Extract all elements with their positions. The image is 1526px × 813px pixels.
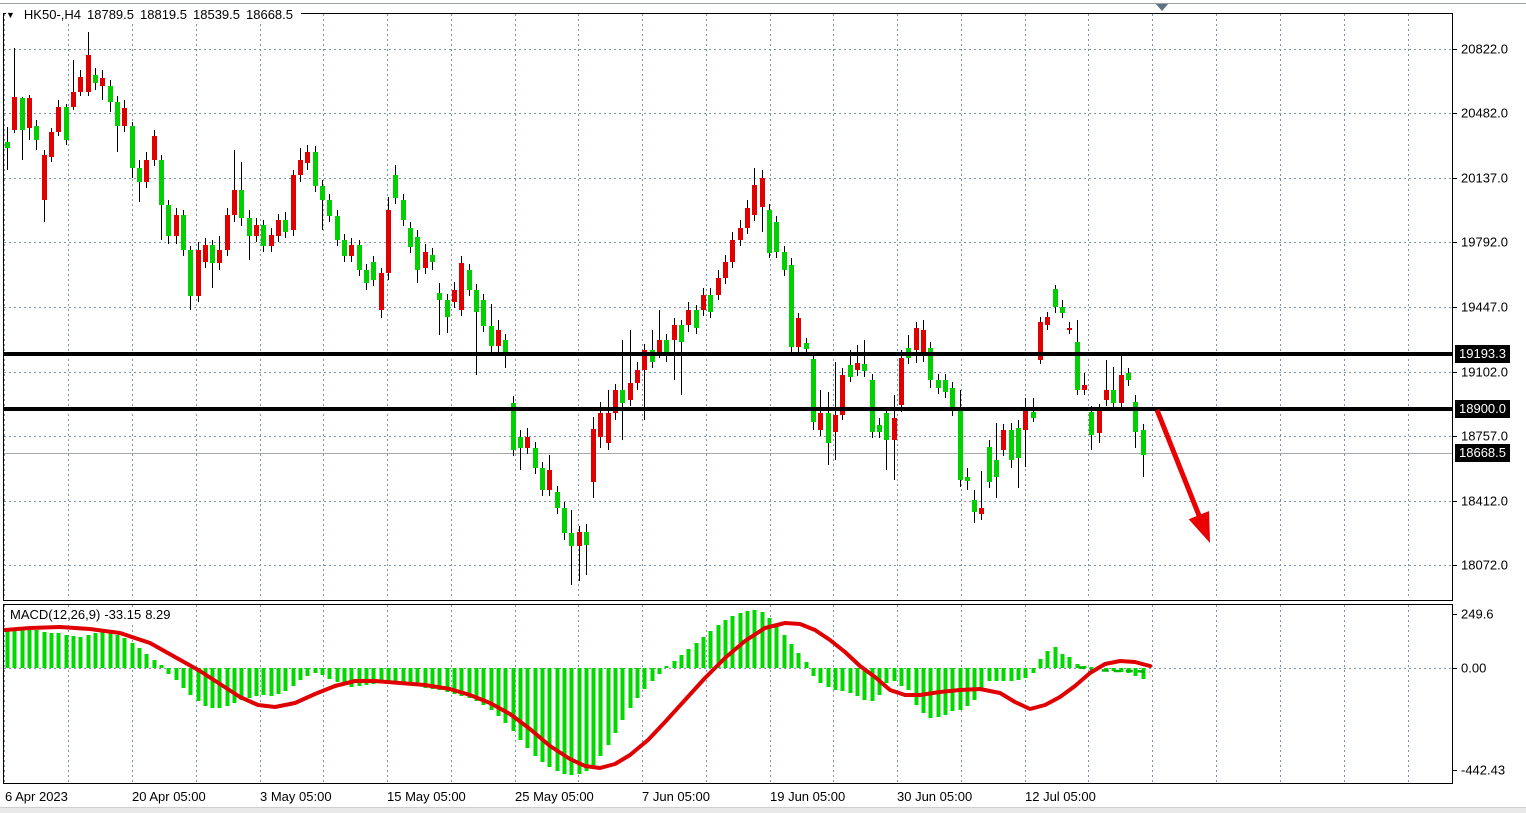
level-line [3,352,1452,356]
candles-layer [5,32,1146,585]
indicator-name: MACD(12,26,9) [10,607,101,622]
macd-tick-label: -442.43 [1461,762,1506,778]
time-tick-label: 20 Apr 05:00 [132,789,206,804]
trend-arrow-head [1188,511,1210,543]
macd-main-line [1077,665,1151,674]
trend-arrow-shaft [1154,409,1204,522]
time-tick-label: 12 Jul 05:00 [1025,789,1096,804]
quote-close: 18668.5 [246,7,293,22]
window-top-edge [0,0,1526,4]
price-tick-label: 19447.0 [1461,299,1508,315]
time-tick-label: 7 Jun 05:00 [642,789,710,804]
time-tick-label: 19 Jun 05:00 [770,789,846,804]
time-tick-label: 15 May 05:00 [387,789,466,804]
macd-tick-label: 249.6 [1461,606,1494,622]
time-tick-label: 30 Jun 05:00 [897,789,973,804]
level-line [3,407,1452,411]
indicator-label: MACD(12,26,9) -33.15 8.29 [10,607,179,622]
price-line-label: 18900.0 [1455,400,1510,418]
macd-pane-frame [3,604,1453,784]
price-tick-label: 18072.0 [1461,557,1508,573]
bar-position-marker-icon [1155,3,1169,11]
macd-histogram-layer [5,610,1146,775]
symbol-header: ▼ HK50-,H4 18789.5 18819.5 18539.5 18668.5 [6,7,301,24]
price-tick-label: 19102.0 [1461,364,1508,380]
indicator-value: -33.15 [104,607,142,622]
macd-signal-line [3,621,1152,770]
time-tick-label: 25 May 05:00 [515,789,594,804]
symbol-timeframe-label: HK50-,H4 [23,7,81,22]
time-tick-label: 3 May 05:00 [260,789,332,804]
price-tick-label: 19792.0 [1461,234,1508,250]
quote-open: 18789.5 [87,7,134,22]
price-tick-label: 20822.0 [1461,41,1508,57]
time-tick-label: 6 Apr 2023 [5,789,68,804]
indicator-signal-value: 8.29 [145,607,171,622]
price-line-label: 18668.5 [1455,444,1510,462]
price-tick-label: 18757.0 [1461,428,1508,444]
macd-tick-label: 0.00 [1461,660,1487,676]
price-line-label: 19193.3 [1455,345,1510,363]
window-bottom-edge [0,807,1526,813]
symbol-marker-icon: ▼ [6,10,15,20]
quote-high: 18819.5 [140,7,187,22]
price-tick-label: 20482.0 [1461,105,1508,121]
price-tick-label: 20137.0 [1461,170,1508,186]
price-tick-label: 18412.0 [1461,493,1508,509]
quote-low: 18539.5 [193,7,240,22]
